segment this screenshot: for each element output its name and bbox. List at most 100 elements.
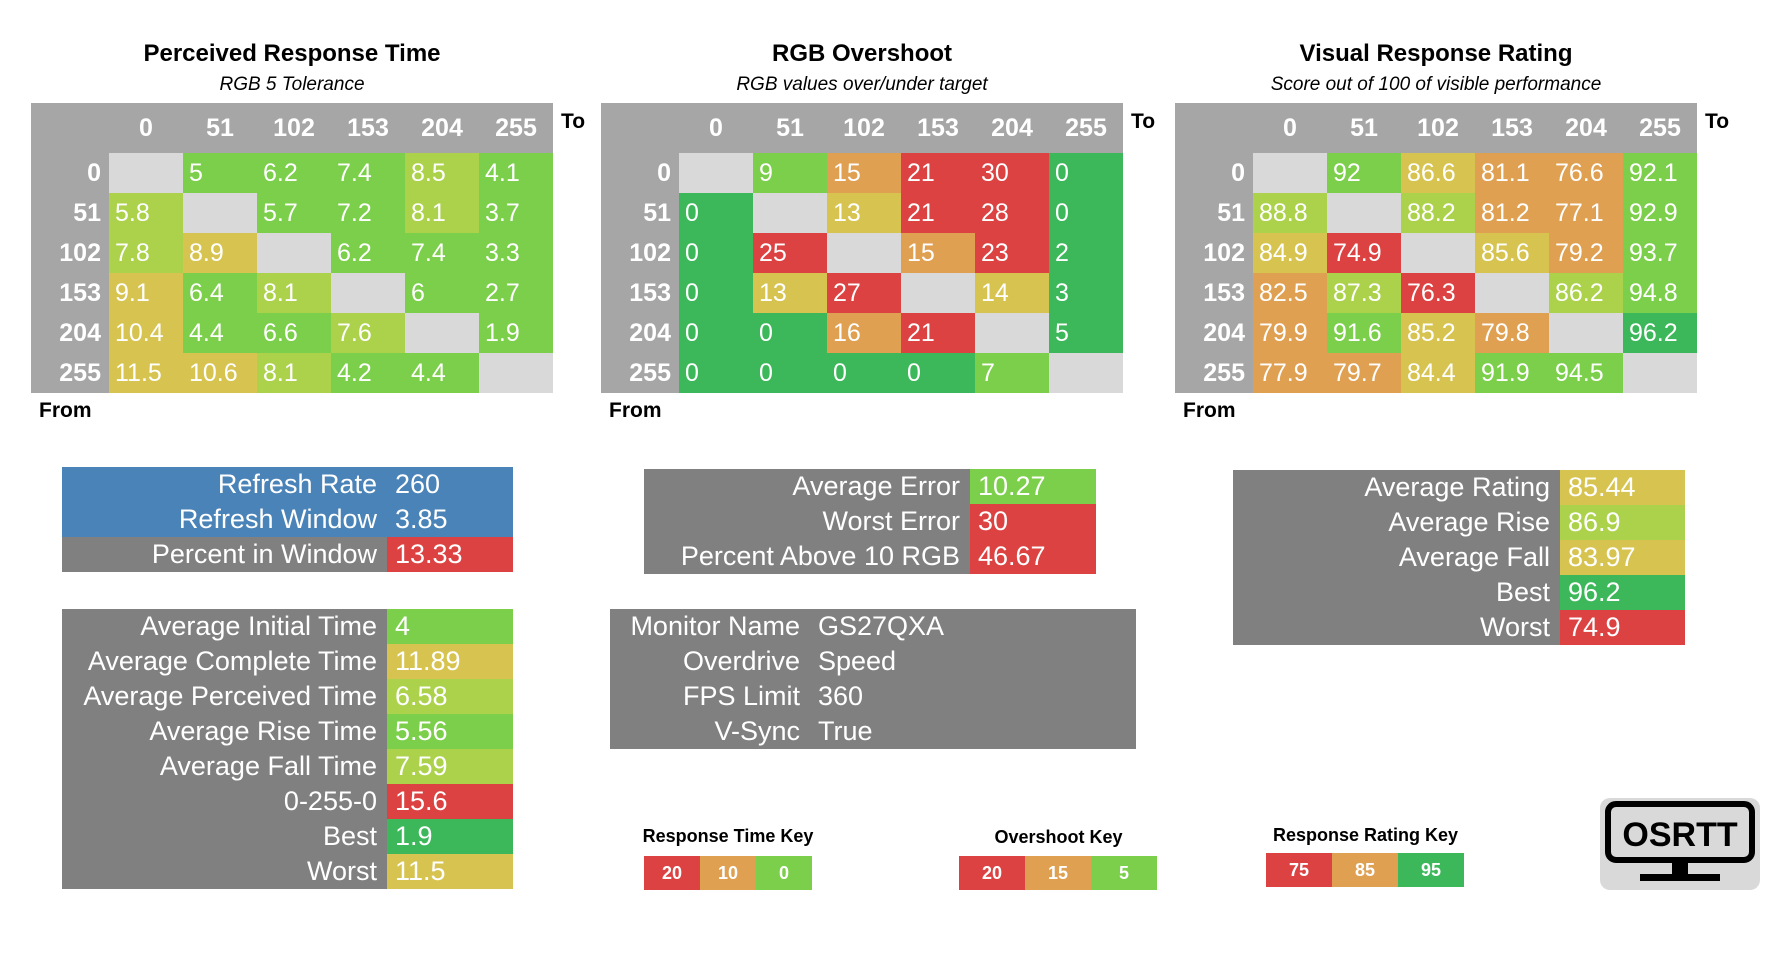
stats-row: Refresh Rate 260 bbox=[62, 467, 513, 502]
row-header: 0 bbox=[657, 159, 671, 187]
row-header: 204 bbox=[629, 319, 671, 347]
stats-row: Worst Error 30 bbox=[644, 504, 1096, 539]
column-header: 51 bbox=[776, 114, 804, 142]
heatmap-cell bbox=[1401, 233, 1475, 273]
heatmap-cell: 92 bbox=[1327, 153, 1401, 193]
row-header: 255 bbox=[629, 359, 671, 387]
stats-row: Worst 74.9 bbox=[1233, 610, 1685, 645]
stats-row: Average Error 10.27 bbox=[644, 469, 1096, 504]
heatmap-cell: 2.7 bbox=[479, 273, 553, 313]
stats-value: 86.9 bbox=[1560, 505, 1685, 540]
stats-label: Worst Error bbox=[644, 504, 970, 539]
heatmap-cell: 93.7 bbox=[1623, 233, 1697, 273]
column-header: 255 bbox=[1639, 114, 1681, 142]
stats-value: 83.97 bbox=[1560, 540, 1685, 575]
heatmap-cell: 6.4 bbox=[183, 273, 257, 313]
key-swatch: 0 bbox=[756, 856, 812, 890]
stats-value: 85.44 bbox=[1560, 470, 1685, 505]
stats-row: Average Fall Time 7.59 bbox=[62, 749, 513, 784]
heatmap-cell: 8.1 bbox=[257, 353, 331, 393]
stats-row: Average Initial Time 4 bbox=[62, 609, 513, 644]
row-header: 0 bbox=[1231, 159, 1245, 187]
heatmap-cell: 9.1 bbox=[109, 273, 183, 313]
stats-row: V-Sync True bbox=[610, 714, 1136, 749]
stats-value: 10.27 bbox=[970, 469, 1096, 504]
row-header: 102 bbox=[59, 239, 101, 267]
heatmap-cell bbox=[183, 193, 257, 233]
stats-value: 4 bbox=[387, 609, 513, 644]
overshoot-stats-table: Average Error 10.27 Worst Error 30 Percent A… bbox=[644, 469, 1096, 574]
heatmap-cell: 79.9 bbox=[1253, 313, 1327, 353]
heatmap-cell bbox=[753, 193, 827, 233]
y-axis-label: From bbox=[609, 399, 662, 422]
stats-value: 7.59 bbox=[387, 749, 513, 784]
stats-row: Percent in Window 13.33 bbox=[62, 537, 513, 572]
monitor-info-table: Monitor Name GS27QXA Overdrive Speed FPS Lim… bbox=[610, 609, 1136, 749]
stats-label: Average Fall Time bbox=[62, 749, 387, 784]
row-header: 255 bbox=[1203, 359, 1245, 387]
column-header: 153 bbox=[347, 114, 389, 142]
heatmap-cell: 86.2 bbox=[1549, 273, 1623, 313]
stats-value: 96.2 bbox=[1560, 575, 1685, 610]
stats-value: 3.85 bbox=[387, 502, 513, 537]
row-header: 255 bbox=[59, 359, 101, 387]
chart-subtitle: RGB 5 Tolerance bbox=[219, 74, 365, 95]
heatmap-cell: 5 bbox=[183, 153, 257, 193]
heatmap-cell: 1.9 bbox=[479, 313, 553, 353]
stats-row: FPS Limit 360 bbox=[610, 679, 1136, 714]
row-header: 153 bbox=[1203, 279, 1245, 307]
row-header: 51 bbox=[643, 199, 671, 227]
stats-label: Average Error bbox=[644, 469, 970, 504]
heatmap-cell: 11.5 bbox=[109, 353, 183, 393]
heatmap-cell: 5 bbox=[1049, 313, 1123, 353]
stats-label: Refresh Rate bbox=[62, 467, 387, 502]
stats-label: Refresh Window bbox=[62, 502, 387, 537]
stats-row: Average Fall 83.97 bbox=[1233, 540, 1685, 575]
heatmap-cell: 9 bbox=[753, 153, 827, 193]
stats-label: FPS Limit bbox=[682, 681, 800, 711]
column-header: 0 bbox=[139, 114, 153, 142]
stats-label: Percent in Window bbox=[62, 537, 387, 572]
key-swatch: 20 bbox=[959, 856, 1025, 890]
heatmap-cell: 0 bbox=[827, 353, 901, 393]
chart-title: Perceived Response Time bbox=[143, 40, 441, 67]
row-header: 204 bbox=[59, 319, 101, 347]
key-title: Response Rating Key bbox=[1272, 825, 1459, 845]
heatmap-cell: 94.5 bbox=[1549, 353, 1623, 393]
stats-value: 360 bbox=[818, 681, 864, 711]
heatmap-cell bbox=[1253, 153, 1327, 193]
heatmap-cell: 81.2 bbox=[1475, 193, 1549, 233]
chart-subtitle: RGB values over/under target bbox=[736, 74, 988, 95]
key-title: Response Time Key bbox=[642, 826, 814, 846]
heatmap-cell: 6 bbox=[405, 273, 479, 313]
heatmap-cell: 0 bbox=[679, 273, 753, 313]
x-axis-label: To bbox=[1705, 110, 1730, 133]
heatmap-cell: 85.6 bbox=[1475, 233, 1549, 273]
heatmap-cell: 16 bbox=[827, 313, 901, 353]
heatmap-cell: 79.7 bbox=[1327, 353, 1401, 393]
heatmap-cell bbox=[1475, 273, 1549, 313]
y-axis-label: From bbox=[39, 399, 92, 422]
row-header: 153 bbox=[629, 279, 671, 307]
row-header: 153 bbox=[59, 279, 101, 307]
stats-row: Monitor Name GS27QXA bbox=[610, 609, 1136, 644]
heatmap-cell bbox=[679, 153, 753, 193]
heatmap-cell: 15 bbox=[901, 233, 975, 273]
monitor-icon: OSRTT bbox=[1605, 801, 1755, 881]
heatmap-cell: 79.2 bbox=[1549, 233, 1623, 273]
heatmap-cell: 21 bbox=[901, 313, 975, 353]
column-header: 102 bbox=[1417, 114, 1459, 142]
stats-value: GS27QXA bbox=[818, 611, 945, 641]
refresh-stats-table: Refresh Rate 260 Refresh Window 3.85 Percent… bbox=[62, 467, 513, 572]
heatmap-cell: 7.4 bbox=[331, 153, 405, 193]
column-header: 51 bbox=[206, 114, 234, 142]
column-header: 153 bbox=[917, 114, 959, 142]
heatmap-cell: 84.4 bbox=[1401, 353, 1475, 393]
heatmap-cell: 0 bbox=[753, 353, 827, 393]
heatmap-cell: 0 bbox=[679, 353, 753, 393]
stats-value: 13.33 bbox=[387, 537, 513, 572]
key-swatch: 75 bbox=[1266, 853, 1332, 887]
heatmap-cell: 2 bbox=[1049, 233, 1123, 273]
heatmap-cell bbox=[1049, 353, 1123, 393]
heatmap-cell: 0 bbox=[1049, 153, 1123, 193]
